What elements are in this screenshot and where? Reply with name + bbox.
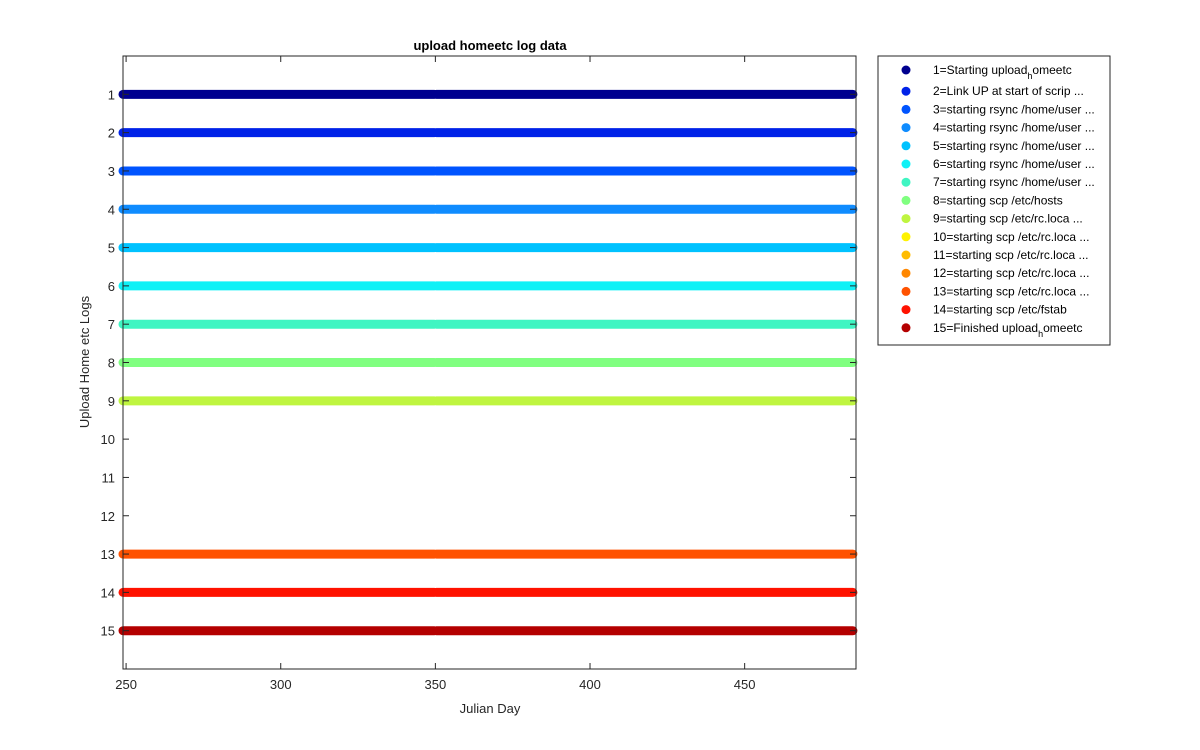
legend-label: 8=starting scp /etc/hosts xyxy=(933,193,1063,207)
y-tick-label: 1 xyxy=(108,87,115,102)
legend-item: 1=Starting uploadhomeetc xyxy=(901,63,1072,81)
legend-item: 8=starting scp /etc/hosts xyxy=(901,193,1063,207)
y-tick-label: 10 xyxy=(101,432,115,447)
legend-marker xyxy=(901,159,911,169)
legend-marker xyxy=(901,323,911,333)
legend: 1=Starting uploadhomeetc 2=Link UP at sta… xyxy=(877,55,1111,346)
x-axis: 250 300 350 400 450 xyxy=(115,56,756,692)
legend-label: 1=Starting uploadhomeetc xyxy=(933,63,1072,81)
legend-label: 10=starting scp /etc/rc.loca ... xyxy=(933,230,1089,244)
legend-item: 9=starting scp /etc/rc.loca ... xyxy=(901,212,1083,226)
legend-item: 10=starting scp /etc/rc.loca ... xyxy=(901,230,1089,244)
x-tick-label: 300 xyxy=(270,677,292,692)
legend-label: 3=starting rsync /home/user ... xyxy=(933,102,1095,116)
legend-marker xyxy=(901,65,911,75)
x-axis-label: Julian Day xyxy=(460,701,521,716)
legend-item: 2=Link UP at start of scrip ... xyxy=(901,84,1084,98)
x-tick-label: 350 xyxy=(425,677,447,692)
legend-item: 12=starting scp /etc/rc.loca ... xyxy=(901,266,1089,280)
chart-title: upload homeetc log data xyxy=(413,38,567,53)
x-tick-label: 450 xyxy=(734,677,756,692)
legend-label: 14=starting scp /etc/fstab xyxy=(933,303,1067,317)
y-axis-label: Upload Home etc Logs xyxy=(77,295,92,428)
legend-label: 7=starting rsync /home/user ... xyxy=(933,175,1095,189)
legend-marker xyxy=(901,195,911,205)
y-tick-label: 2 xyxy=(108,126,115,141)
legend-marker xyxy=(901,250,911,260)
y-tick-label: 13 xyxy=(101,547,115,562)
y-tick-label: 3 xyxy=(108,164,115,179)
legend-item: 13=starting scp /etc/rc.loca ... xyxy=(901,284,1089,298)
legend-marker xyxy=(901,268,911,278)
legend-item: 4=starting rsync /home/user ... xyxy=(901,121,1095,135)
legend-marker xyxy=(901,141,911,151)
legend-item: 3=starting rsync /home/user ... xyxy=(901,102,1095,116)
legend-box xyxy=(877,55,1111,346)
legend-marker xyxy=(901,305,911,315)
y-tick-label: 5 xyxy=(108,241,115,256)
legend-marker xyxy=(901,214,911,224)
legend-item: 5=starting rsync /home/user ... xyxy=(901,139,1095,153)
y-tick-label: 15 xyxy=(101,624,115,639)
legend-marker xyxy=(901,286,911,296)
y-tick-label: 7 xyxy=(108,317,115,332)
legend-label: 2=Link UP at start of scrip ... xyxy=(933,84,1084,98)
legend-marker xyxy=(901,232,911,242)
legend-item: 14=starting scp /etc/fstab xyxy=(901,303,1067,317)
legend-label: 13=starting scp /etc/rc.loca ... xyxy=(933,284,1089,298)
y-tick-label: 8 xyxy=(108,356,115,371)
legend-label: 5=starting rsync /home/user ... xyxy=(933,139,1095,153)
legend-item: 7=starting rsync /home/user ... xyxy=(901,175,1095,189)
y-tick-label: 12 xyxy=(101,509,115,524)
legend-marker xyxy=(901,104,911,114)
legend-label: 6=starting rsync /home/user ... xyxy=(933,157,1095,171)
y-tick-label: 14 xyxy=(101,585,115,600)
legend-label: 12=starting scp /etc/rc.loca ... xyxy=(933,266,1089,280)
legend-items: 1=Starting uploadhomeetc 2=Link UP at sta… xyxy=(901,63,1095,339)
y-tick-label: 11 xyxy=(102,470,116,485)
x-tick-label: 250 xyxy=(115,677,137,692)
x-tick-label: 400 xyxy=(579,677,601,692)
y-tick-label: 9 xyxy=(108,394,115,409)
legend-label: 4=starting rsync /home/user ... xyxy=(933,121,1095,135)
y-tick-label: 4 xyxy=(108,202,115,217)
legend-item: 6=starting rsync /home/user ... xyxy=(901,157,1095,171)
legend-marker xyxy=(901,86,911,96)
legend-item: 15=Finished uploadhomeetc xyxy=(901,321,1082,339)
legend-label: 11=starting scp /etc/rc.loca ... xyxy=(933,248,1089,262)
legend-label: 15=Finished uploadhomeetc xyxy=(933,321,1082,339)
legend-marker xyxy=(901,123,911,133)
legend-marker xyxy=(901,177,911,187)
legend-item: 11=starting scp /etc/rc.loca ... xyxy=(901,248,1089,262)
legend-label: 9=starting scp /etc/rc.loca ... xyxy=(933,212,1083,226)
series-layer xyxy=(118,89,858,636)
y-tick-label: 6 xyxy=(108,279,115,294)
